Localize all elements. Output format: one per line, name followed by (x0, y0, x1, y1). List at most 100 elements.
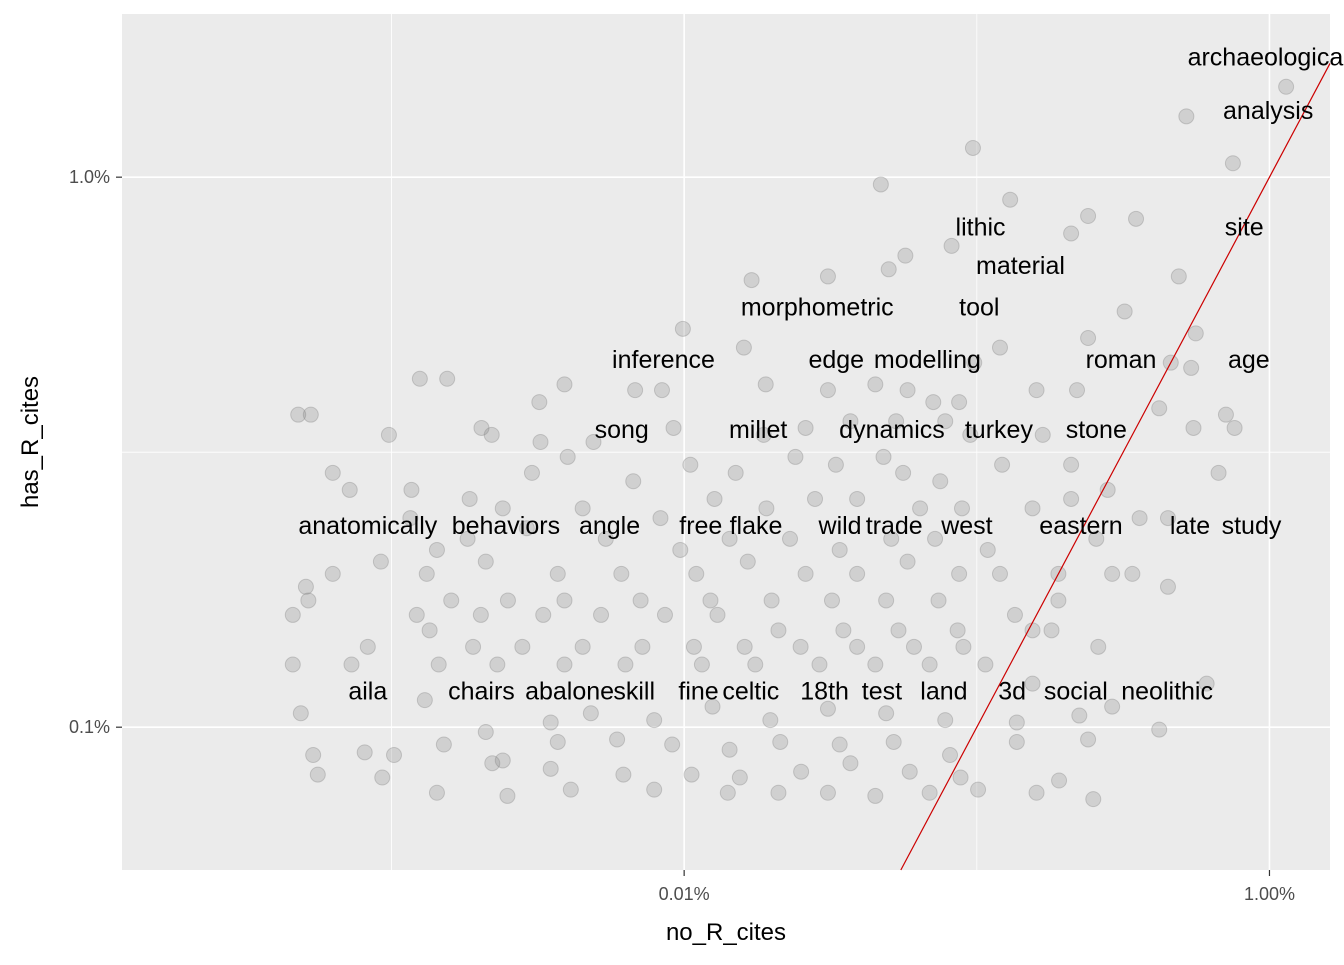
data-point (1085, 791, 1102, 808)
data-point (625, 473, 642, 490)
data-point (937, 712, 954, 729)
data-point (827, 456, 844, 473)
data-point (901, 763, 918, 780)
data-point (1104, 698, 1121, 715)
data-point (656, 606, 673, 623)
data-point (556, 656, 573, 673)
data-point (927, 530, 944, 547)
word-label: morphometric (741, 293, 894, 321)
data-point (1278, 78, 1295, 95)
data-point (932, 473, 949, 490)
data-point (842, 413, 859, 430)
data-point (949, 622, 966, 639)
data-point (1151, 721, 1168, 738)
data-point (652, 510, 669, 527)
data-point (685, 638, 702, 655)
data-point (1034, 426, 1051, 443)
word-label: archaeological (1188, 44, 1344, 72)
data-point (792, 638, 809, 655)
data-point (646, 712, 663, 729)
data-point (609, 731, 626, 748)
data-point (727, 464, 744, 481)
data-point (943, 237, 960, 254)
data-point (770, 622, 787, 639)
y-tick-label: 1.0% (69, 167, 110, 187)
data-point (905, 638, 922, 655)
data-point (704, 698, 721, 715)
data-point (309, 766, 326, 783)
data-point (386, 747, 403, 764)
data-point (1224, 155, 1241, 172)
data-point (523, 464, 540, 481)
y-axis-title: has_R_cites (17, 376, 44, 508)
data-point (872, 176, 889, 193)
data-point (721, 530, 738, 547)
data-point (793, 763, 810, 780)
data-point (593, 606, 610, 623)
data-point (951, 394, 968, 411)
x-axis-title: no_R_cites (666, 919, 786, 946)
data-point (439, 370, 456, 387)
data-point (627, 382, 644, 399)
data-point (994, 456, 1011, 473)
data-point (535, 606, 552, 623)
data-point (897, 247, 914, 264)
data-point (494, 752, 511, 769)
data-point (461, 490, 478, 507)
word-label: anatomically (298, 512, 437, 540)
data-point (693, 656, 710, 673)
data-point (682, 456, 699, 473)
data-point (356, 744, 373, 761)
data-point (1024, 675, 1041, 692)
word-label: stone (1066, 416, 1127, 444)
data-point (632, 592, 649, 609)
data-point (1024, 500, 1041, 517)
data-point (324, 565, 341, 582)
data-point (1080, 330, 1097, 347)
data-point (562, 781, 579, 798)
reference-line-layer (900, 63, 1331, 871)
data-point (473, 419, 490, 436)
data-point (770, 784, 787, 801)
data-point (1063, 225, 1080, 242)
data-point (763, 592, 780, 609)
data-point (849, 565, 866, 582)
data-point (494, 500, 511, 517)
data-point (787, 448, 804, 465)
word-label: turkey (965, 416, 1034, 444)
data-point (1051, 772, 1068, 789)
data-point (518, 520, 535, 537)
data-point (1080, 207, 1097, 224)
data-point (305, 747, 322, 764)
data-point (484, 755, 501, 772)
data-point (634, 638, 651, 655)
word-label: chairs (448, 678, 515, 706)
data-point (443, 592, 460, 609)
data-point (1071, 707, 1088, 724)
data-point (953, 500, 970, 517)
data-point (831, 541, 848, 558)
word-label: modelling (874, 346, 981, 374)
data-point (735, 339, 752, 356)
data-point (739, 553, 756, 570)
data-point (823, 592, 840, 609)
data-point (1090, 638, 1107, 655)
word-label: celtic (722, 678, 779, 706)
data-point (1002, 191, 1019, 208)
data-point (672, 541, 689, 558)
data-point (542, 760, 559, 777)
data-point (867, 376, 884, 393)
word-label: late (1170, 512, 1210, 540)
data-point (374, 769, 391, 786)
data-point (597, 530, 614, 547)
data-point (731, 769, 748, 786)
data-point (1006, 606, 1023, 623)
data-point (1226, 419, 1243, 436)
data-point (966, 354, 983, 371)
data-point (284, 606, 301, 623)
data-point (343, 656, 360, 673)
word-label: material (976, 252, 1065, 280)
data-point (574, 500, 591, 517)
word-label: eastern (1039, 512, 1122, 540)
